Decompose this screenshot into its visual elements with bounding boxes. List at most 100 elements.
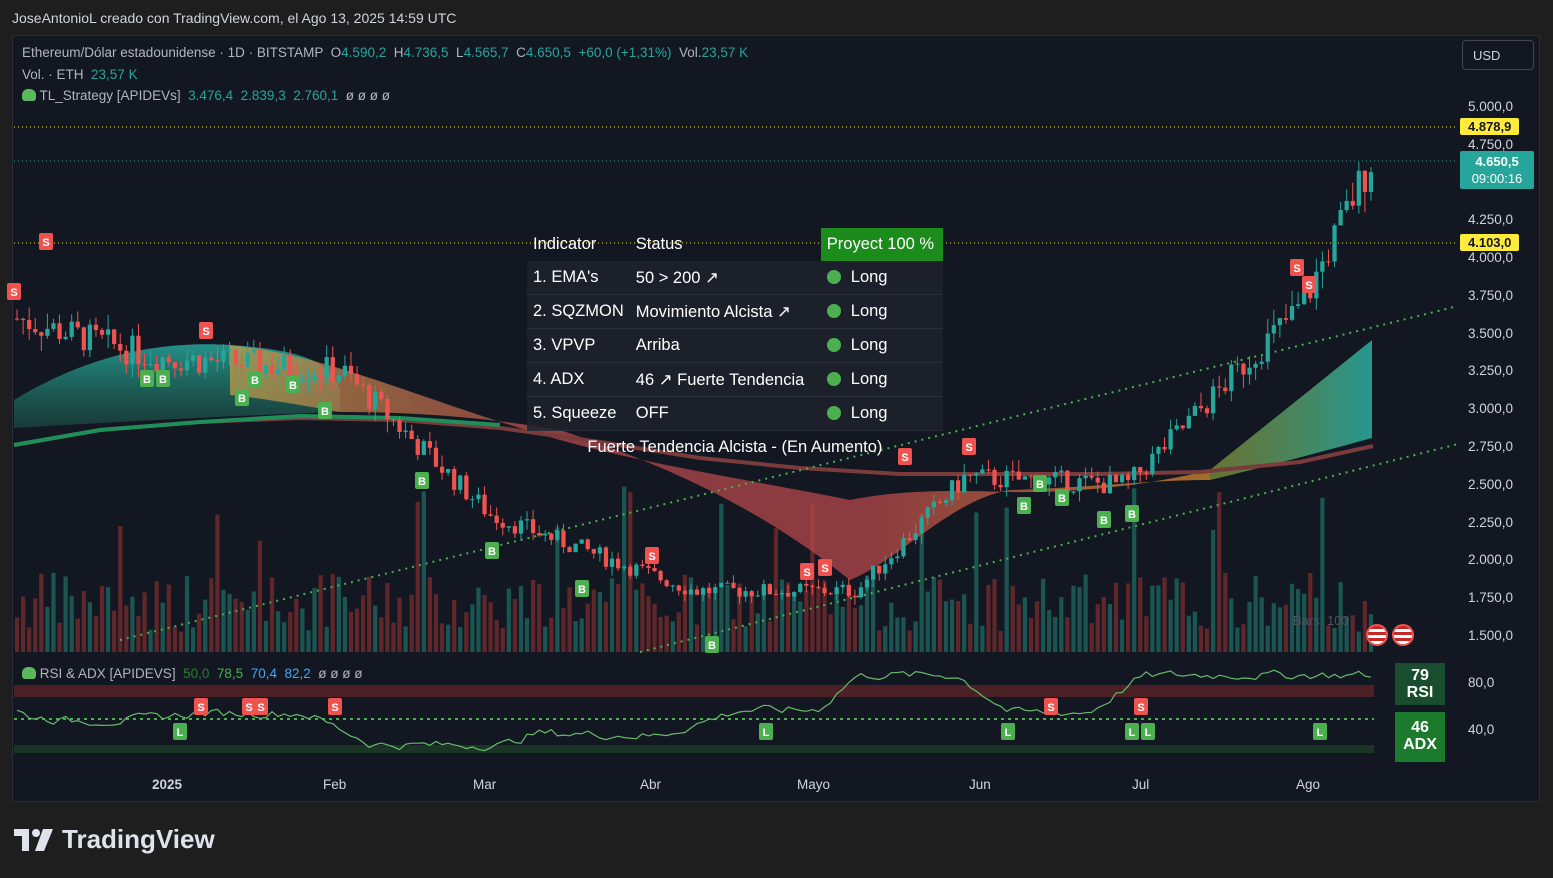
volume-bar bbox=[452, 600, 457, 652]
volume-bar bbox=[561, 608, 566, 652]
candle-body bbox=[233, 350, 238, 365]
candle-body bbox=[452, 468, 457, 490]
long-signal-marker: L bbox=[1001, 723, 1015, 740]
volume-bar bbox=[822, 580, 827, 652]
buy-signal-marker: B bbox=[1055, 489, 1069, 506]
volume-bar bbox=[1289, 583, 1295, 652]
volume-bar bbox=[615, 584, 621, 652]
candle-body bbox=[670, 585, 675, 587]
svg-text:L: L bbox=[1145, 727, 1152, 739]
volume-bar bbox=[731, 619, 736, 652]
volume-bar bbox=[1168, 599, 1173, 652]
volume-bar bbox=[870, 573, 876, 652]
rsi-legend[interactable]: RSI & ADX [APIDEVS] 50,0 78,5 70,4 82,2 … bbox=[22, 666, 363, 681]
volume-bar bbox=[336, 576, 341, 652]
volume-bar bbox=[877, 630, 882, 652]
flag-icons[interactable] bbox=[1366, 624, 1414, 646]
candle-body bbox=[397, 420, 402, 432]
volume-bar bbox=[889, 602, 894, 652]
table-row: 1. EMA's 50 > 200 ↗ Long bbox=[527, 261, 943, 295]
adx-badge: 46 ADX bbox=[1395, 712, 1445, 762]
candle-body bbox=[1210, 386, 1216, 414]
svg-text:S: S bbox=[1137, 702, 1144, 714]
volume-bar bbox=[342, 596, 348, 652]
candle-body bbox=[561, 530, 566, 548]
volume-bar bbox=[306, 630, 311, 652]
candle-body bbox=[39, 332, 44, 336]
us-flag-icon[interactable] bbox=[1392, 624, 1414, 646]
candle-body bbox=[1344, 200, 1349, 211]
candle-body bbox=[931, 501, 936, 508]
volume-bar bbox=[251, 591, 256, 652]
volume-bar bbox=[1180, 582, 1185, 652]
tradingview-logo[interactable]: TradingView bbox=[14, 824, 215, 855]
volume-bar bbox=[75, 618, 80, 652]
candle-body bbox=[840, 584, 845, 588]
volume-bar bbox=[433, 594, 439, 652]
candle-body bbox=[421, 441, 426, 455]
candle-body bbox=[482, 494, 487, 515]
svg-text:S: S bbox=[1293, 263, 1300, 275]
bars-watermark: Bars: 100 bbox=[1293, 613, 1349, 628]
svg-text:B: B bbox=[289, 380, 297, 392]
candle-body bbox=[737, 587, 742, 597]
candle-body bbox=[1125, 474, 1131, 480]
volume-bar bbox=[33, 598, 38, 652]
candle-body bbox=[615, 558, 621, 569]
candle-body bbox=[288, 355, 293, 375]
candle-body bbox=[597, 547, 603, 554]
volume-bar bbox=[421, 491, 426, 652]
candle-body bbox=[75, 321, 80, 328]
volume-bar bbox=[694, 624, 700, 652]
sell-signal-marker: S bbox=[1302, 276, 1316, 293]
candle-body bbox=[1138, 467, 1143, 473]
volume-bar bbox=[1004, 507, 1009, 652]
volume-bar bbox=[300, 608, 305, 652]
candle-body bbox=[1302, 291, 1307, 305]
svg-text:L: L bbox=[177, 727, 184, 739]
volume-bar bbox=[203, 599, 208, 652]
candle-body bbox=[688, 589, 694, 595]
volume-bar bbox=[974, 512, 979, 652]
volume-bar bbox=[597, 592, 603, 652]
volume-bar bbox=[476, 587, 481, 652]
symbol-name[interactable]: Ethereum/Dólar estadounidense · 1D · BIT… bbox=[22, 45, 324, 60]
volume-legend[interactable]: Vol. · ETH 23,57 K bbox=[22, 67, 138, 82]
candle-body bbox=[263, 365, 269, 374]
candle-body bbox=[864, 579, 870, 588]
volume-bar bbox=[949, 599, 955, 652]
currency-button[interactable]: USD bbox=[1462, 40, 1534, 70]
symbol-legend[interactable]: Ethereum/Dólar estadounidense · 1D · BIT… bbox=[22, 45, 749, 60]
volume-bar bbox=[913, 621, 918, 652]
us-flag-icon[interactable] bbox=[1366, 624, 1388, 646]
candle-body bbox=[1156, 447, 1161, 454]
candle-body bbox=[992, 469, 997, 485]
candle-body bbox=[974, 473, 979, 476]
candle-body bbox=[1059, 470, 1064, 473]
volume-bar bbox=[93, 616, 99, 652]
candle-body bbox=[1186, 415, 1191, 429]
candle-body bbox=[591, 549, 596, 554]
volume-bar bbox=[895, 617, 900, 652]
candle-body bbox=[324, 357, 329, 378]
volume-bar bbox=[931, 577, 936, 652]
candle-body bbox=[658, 571, 663, 581]
svg-text:B: B bbox=[1058, 493, 1066, 505]
candle-body bbox=[209, 357, 214, 361]
candle-body bbox=[543, 533, 548, 536]
volume-bar bbox=[573, 621, 578, 652]
strategy-legend[interactable]: TL_Strategy [APIDEVs] 3.476,4 2.839,3 2.… bbox=[22, 88, 390, 103]
volume-bar bbox=[233, 598, 238, 652]
candle-body bbox=[1247, 367, 1252, 375]
volume-bar bbox=[749, 591, 754, 652]
svg-text:B: B bbox=[1036, 479, 1044, 491]
candle-body bbox=[1229, 364, 1234, 392]
volume-bar bbox=[1150, 585, 1155, 652]
candle-body bbox=[1022, 476, 1028, 480]
long-signal-marker: L bbox=[1125, 723, 1139, 740]
candle-body bbox=[822, 587, 827, 594]
volume-bar bbox=[488, 602, 493, 652]
candle-body bbox=[445, 468, 451, 473]
volume-bar bbox=[1059, 597, 1064, 652]
